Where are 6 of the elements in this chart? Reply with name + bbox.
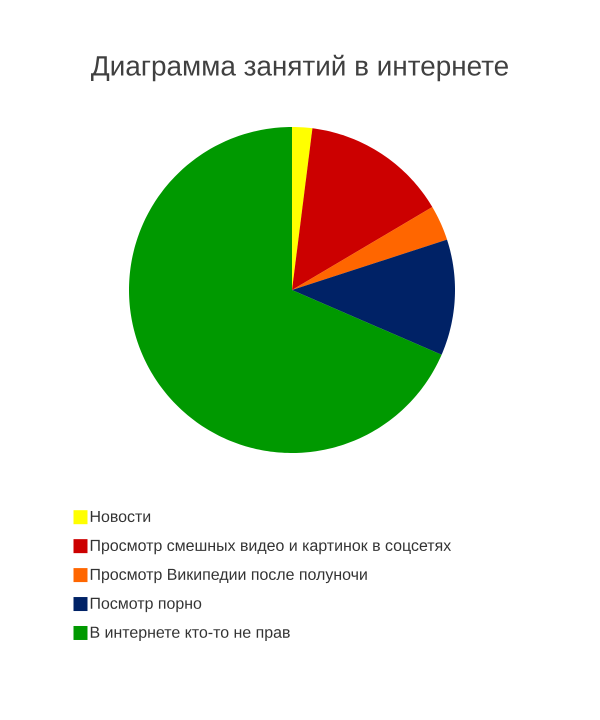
legend-label: Просмотр смешных видео и картинок в соцсетях [90,540,452,554]
legend-label: В интернете кто-то не прав [90,626,290,642]
chart-title: Диаграмма занятий в интернете [91,54,508,82]
legend-label: Просмотр Википедии после полуночи [90,568,367,584]
legend-label: Новости [90,510,150,522]
legend-label: Посмотр порно [90,598,202,612]
